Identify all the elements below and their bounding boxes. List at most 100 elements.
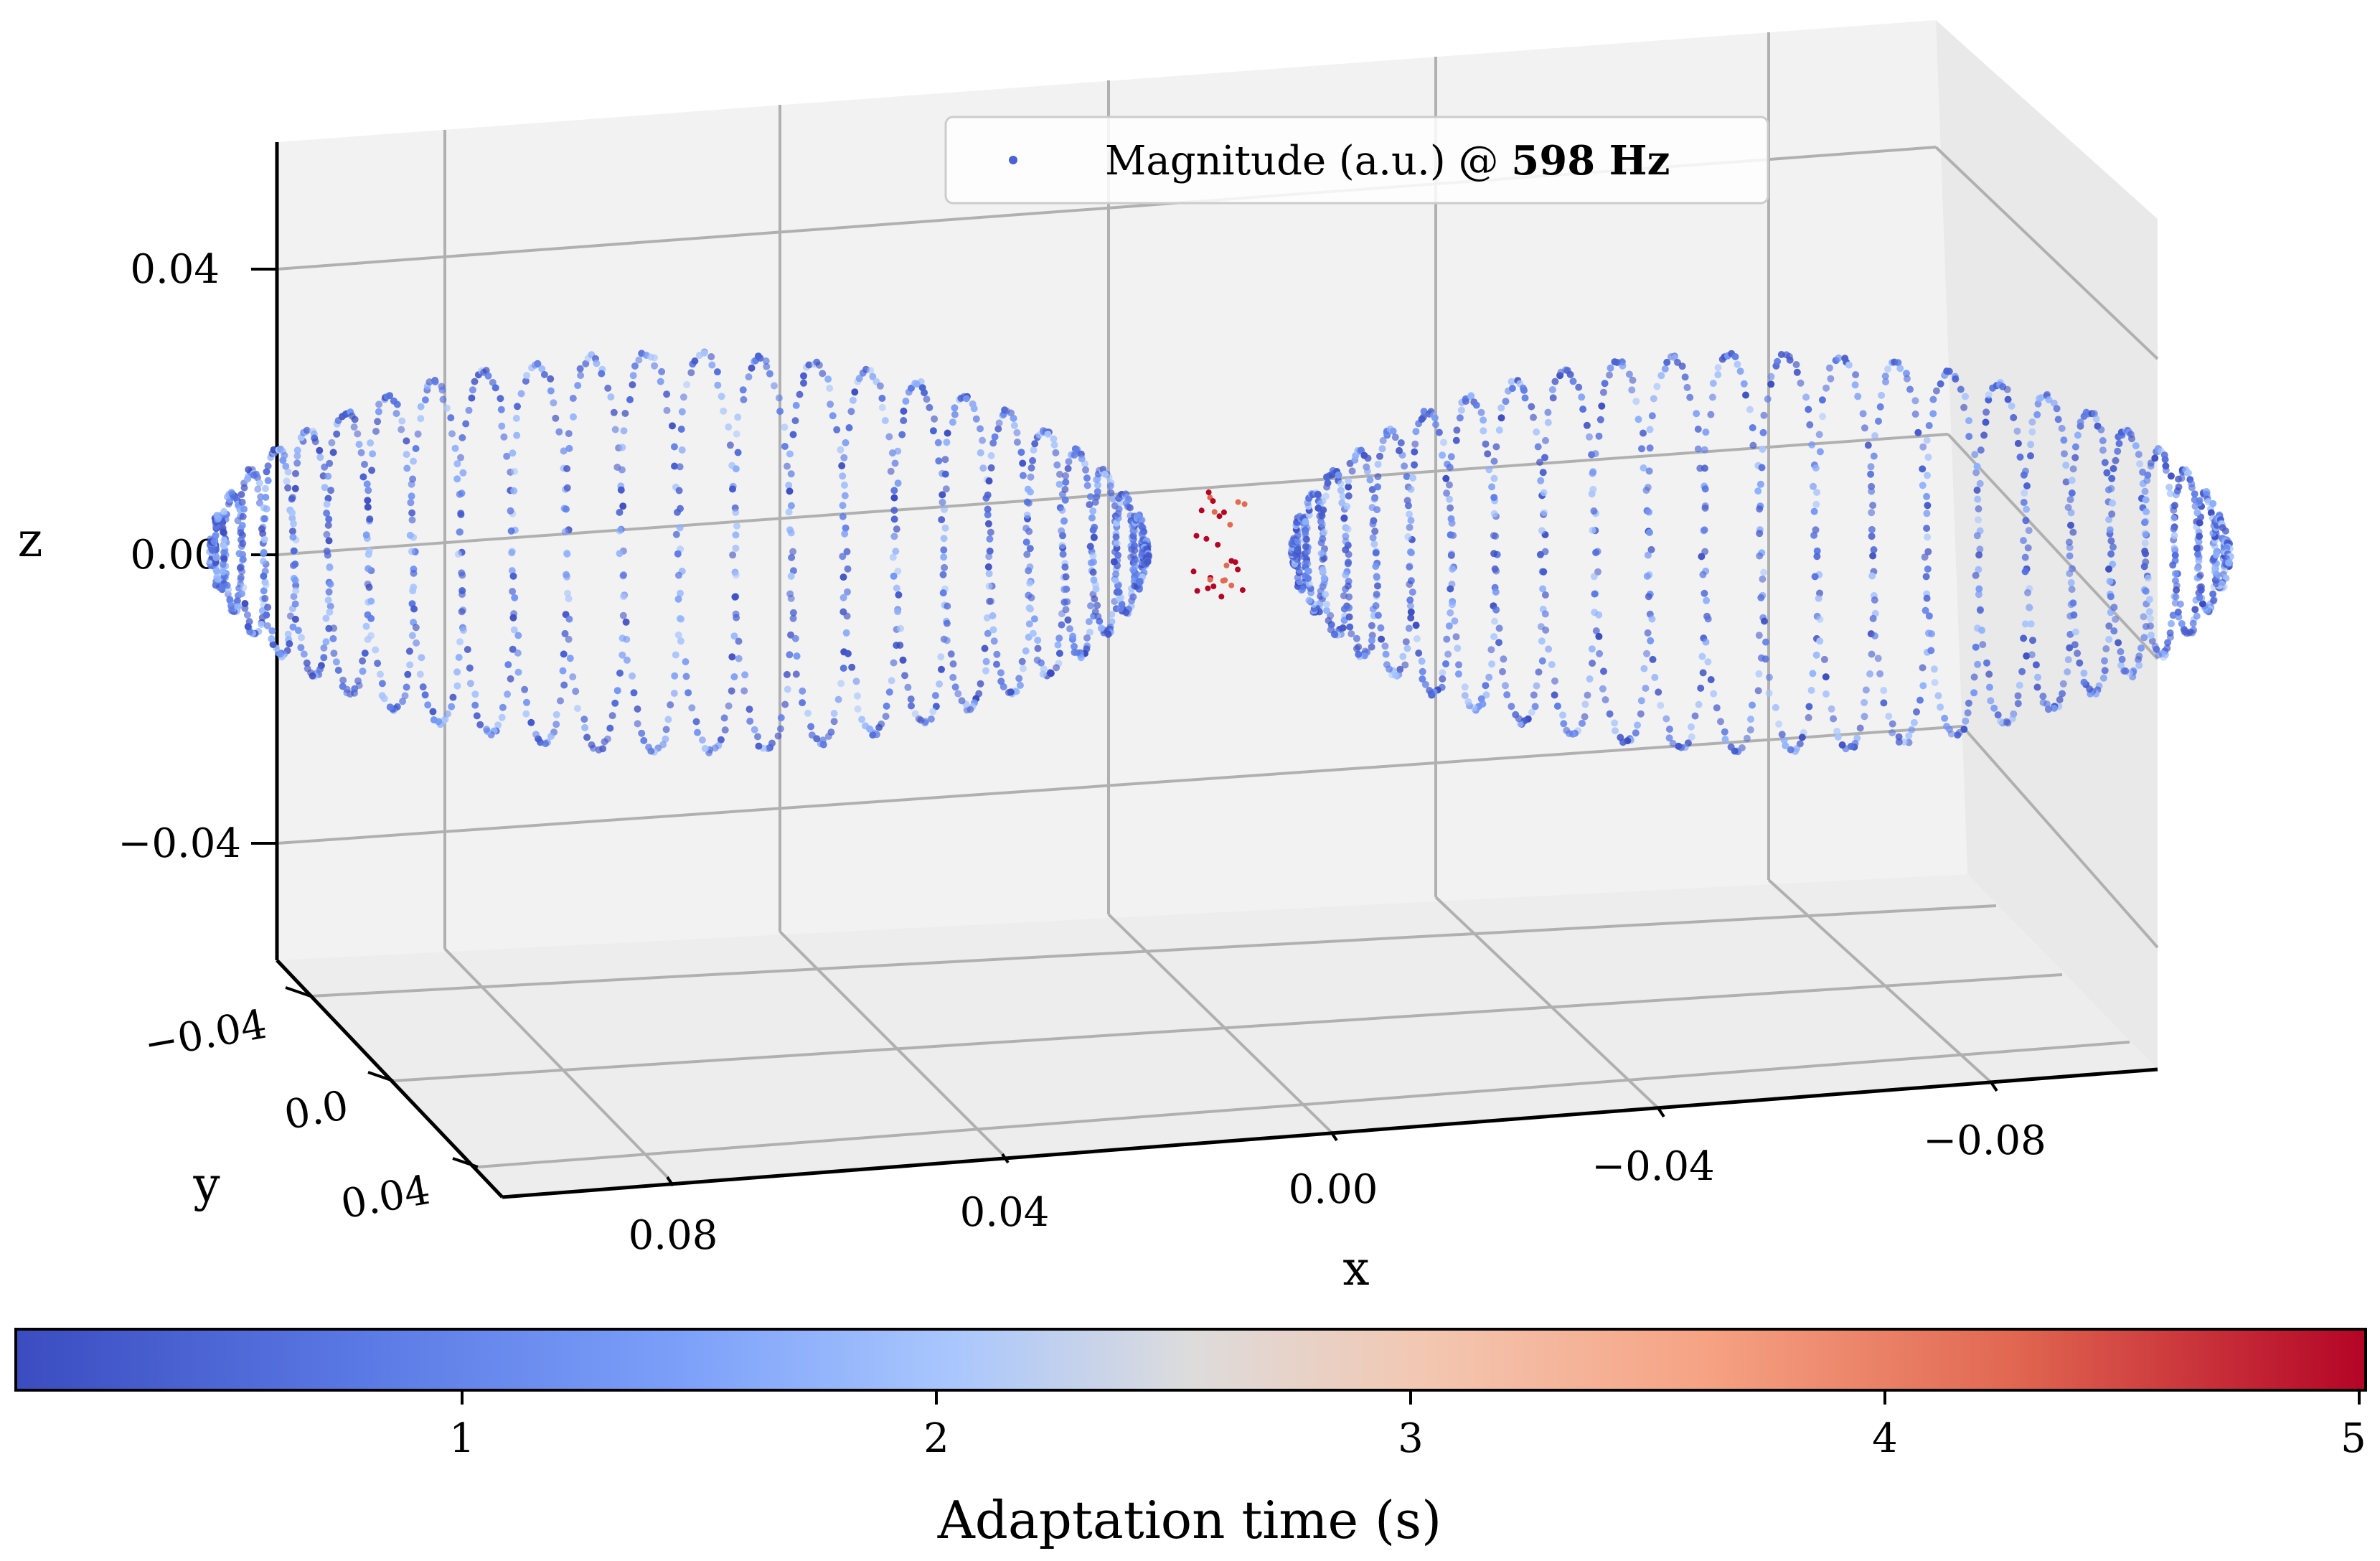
scatter-point [1743,734,1751,742]
scatter-point [721,726,729,734]
y-tick-label: −0.04 [141,1001,270,1069]
scatter-point [2112,615,2120,623]
scatter-point [1019,459,1027,467]
scatter-point [1632,729,1640,737]
scatter-point [1889,720,1896,728]
scatter-point [616,508,624,516]
scatter-point [671,672,679,680]
scatter-point [754,733,761,741]
scatter-point [2105,565,2112,573]
scatter-point [1407,608,1415,616]
scatter-point [1747,716,1754,723]
scatter-point [1443,635,1451,643]
scatter-point [824,375,832,383]
scatter-point [365,583,373,591]
scatter-point [1421,680,1429,688]
scatter-point [878,403,886,411]
scatter-point [951,411,959,418]
scatter-point [1756,505,1764,513]
scatter-point [1411,440,1419,448]
scatter-point [1701,446,1708,454]
scatter-point [1406,596,1414,604]
scatter-point [2020,499,2028,506]
scatter-point [659,741,667,749]
scatter-point [561,629,569,637]
scatter-point [1407,614,1415,622]
scatter-point [357,449,365,456]
scatter-point [408,509,416,517]
scatter-point [1838,741,1846,749]
scatter-point [1655,688,1662,696]
scatter-point [1693,410,1701,418]
scatter-point [1372,602,1380,609]
scatter-point [1083,482,1091,489]
scatter-point [509,449,517,457]
scatter-point [731,593,739,601]
scatter-point [1734,360,1741,368]
scatter-point [1583,421,1591,429]
scatter-point [989,612,997,619]
scatter-point [688,704,696,712]
scatter-point [675,487,683,494]
scatter-point [457,454,464,461]
scatter-point [1764,395,1772,403]
scatter-point [745,373,753,381]
scatter-point [561,528,569,535]
scatter-point [799,699,806,707]
scatter-point [2101,459,2109,467]
scatter-point [593,360,601,367]
scatter-point [2060,436,2068,444]
scatter-point [1368,622,1375,629]
scatter-point [403,451,410,459]
scatter-point [2135,451,2143,459]
scatter-point [900,417,908,424]
scatter-point [2066,543,2074,551]
scatter-point [725,423,733,431]
scatter-point [1420,408,1428,416]
scatter-point [941,563,949,571]
scatter-point [320,644,328,652]
scatter-point [1975,516,1982,524]
scatter-point [629,372,637,380]
scatter-point [1111,576,1119,584]
scatter-point [1775,720,1783,728]
scatter-point [1117,594,1124,601]
scatter-point [735,655,743,662]
scatter-point [1548,661,1556,668]
scatter-point [1919,664,1927,672]
scatter-point [2016,453,2024,461]
scatter-point [292,587,300,595]
scatter-point [1592,548,1600,556]
scatter-point [839,553,847,561]
scatter-point [979,464,987,472]
scatter-point [2018,667,2026,675]
scatter-point [1640,429,1647,437]
scatter-point [424,701,432,709]
scatter-point [2107,537,2115,545]
scatter-point [1058,527,1066,535]
scatter-point [1054,641,1062,649]
scatter-point [1495,624,1503,632]
scatter-point [1765,673,1773,681]
scatter-point [1975,591,1982,599]
scatter-point [245,618,253,626]
scatter-point [1569,378,1577,385]
scatter-point [1632,398,1640,406]
scatter-point [2032,661,2040,669]
scatter-point [663,390,671,398]
scatter-point [1381,642,1389,650]
scatter-point [1372,563,1380,571]
scatter-point [2013,427,2021,435]
scatter-point [514,403,521,411]
scatter-point [776,725,784,733]
scatter-point [2028,418,2036,426]
scatter-point [1094,482,1101,489]
scatter-point [1964,709,1972,717]
scatter-point [1701,464,1708,472]
colorbar-gradient [14,1328,2367,1392]
scatter-point [1355,643,1363,651]
scatter-point [2145,596,2153,604]
scatter-point [2112,456,2120,464]
scatter-point [298,634,305,642]
scatter-point [1512,711,1520,718]
